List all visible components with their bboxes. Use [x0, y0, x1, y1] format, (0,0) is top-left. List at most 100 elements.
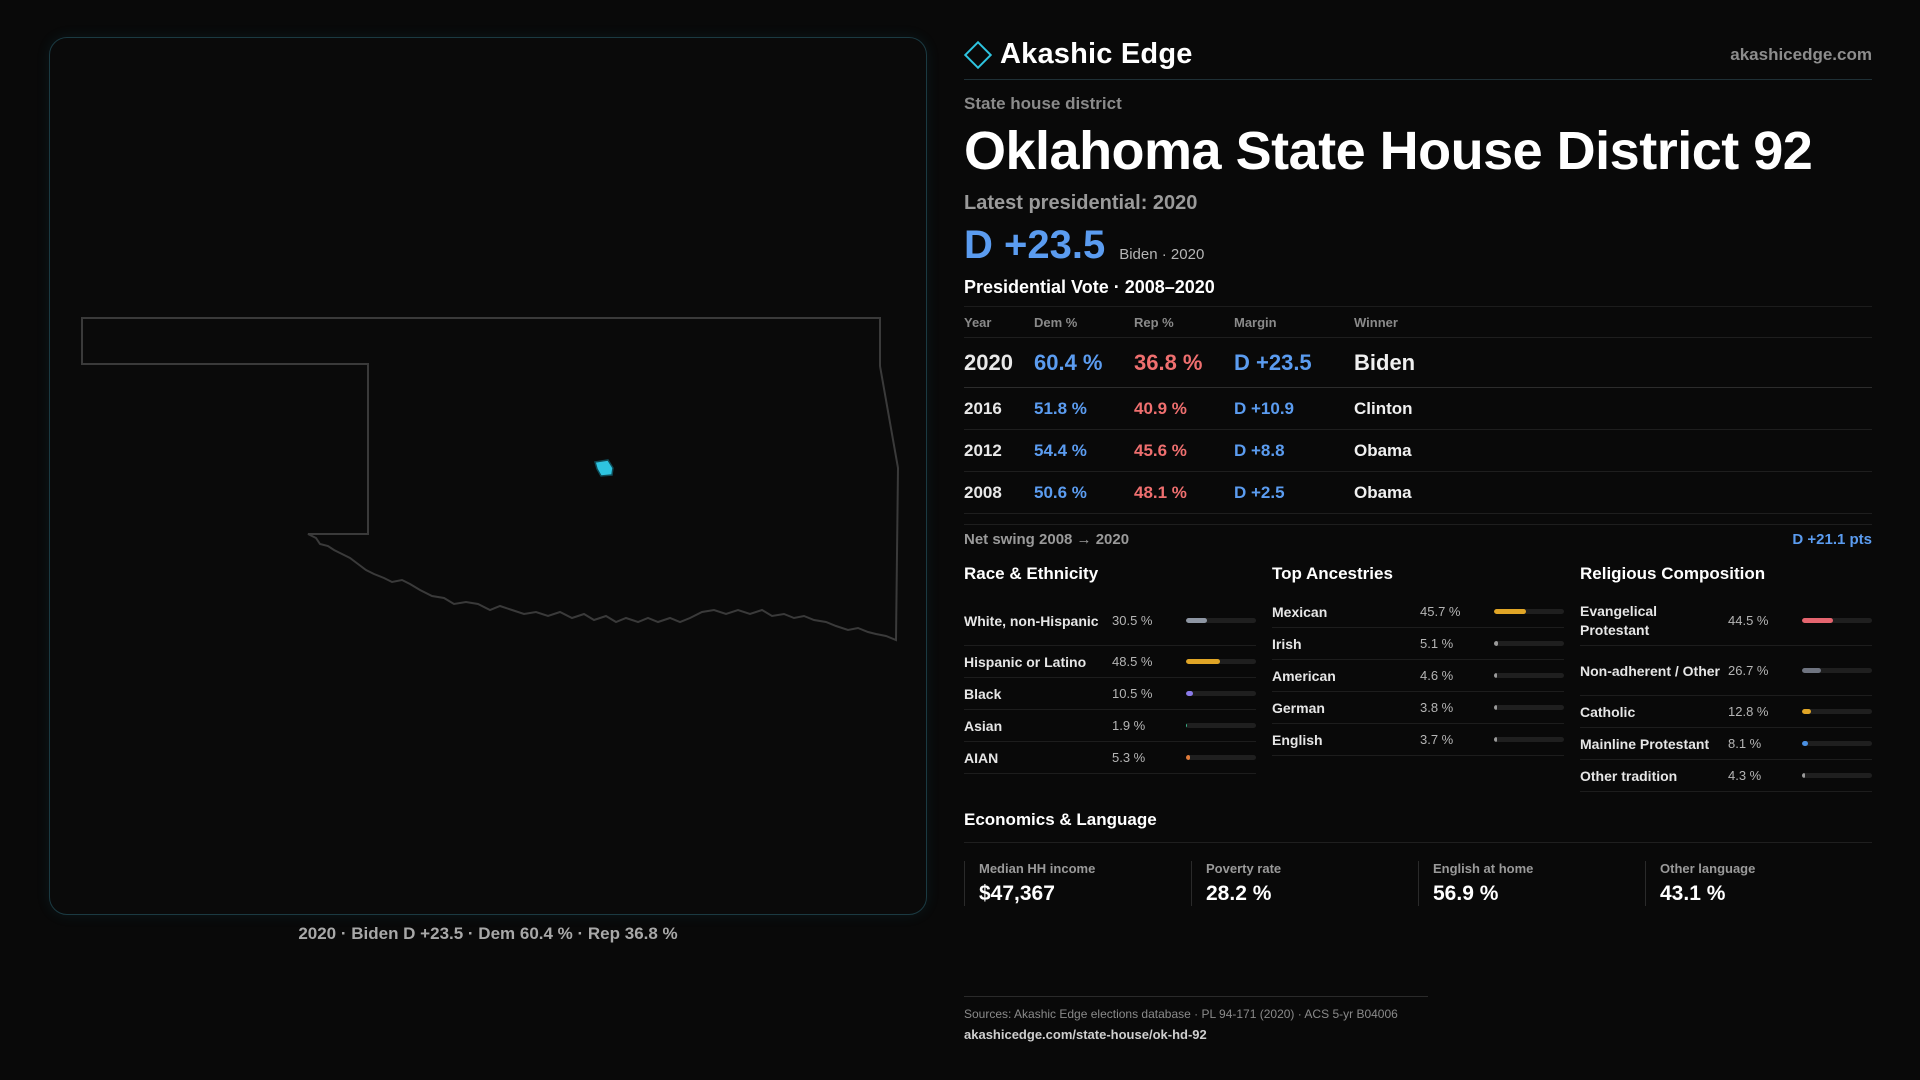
item-value: 1.9 %	[1112, 718, 1146, 734]
info-panel: Akashic Edge akashicedge.com State house…	[963, 30, 1872, 907]
diamond-logo-icon	[963, 40, 993, 69]
item-bar-fill	[1802, 709, 1811, 715]
stat-label: Poverty rate	[1206, 861, 1282, 877]
stat-english-at-home: English at home 56.9 %	[1418, 861, 1645, 907]
dem-cell: 54.4 %	[1034, 440, 1087, 460]
map-caption: 2020 · Biden D +23.5 · Dem 60.4 % · Rep …	[298, 924, 678, 943]
list-item: AIAN 5.3 %	[964, 742, 1256, 775]
item-label: Mexican	[1272, 603, 1328, 620]
stat-value: 28.2 %	[1206, 882, 1272, 906]
stat-poverty-rate: Poverty rate 28.2 %	[1191, 861, 1418, 907]
item-bar	[1186, 691, 1256, 697]
list-item: Hispanic or Latino 48.5 %	[964, 646, 1256, 679]
list-item: German 3.8 %	[1272, 692, 1564, 725]
item-label: Black	[964, 685, 1002, 702]
list-item: Irish 5.1 %	[1272, 628, 1564, 661]
item-label: American	[1272, 667, 1336, 684]
stat-median-income: Median HH income $47,367	[964, 861, 1191, 907]
item-label: English	[1272, 731, 1323, 748]
rep-cell: 36.8 %	[1134, 349, 1203, 375]
item-label: White, non-Hispanic	[964, 612, 1099, 629]
stat-value: 43.1 %	[1660, 882, 1726, 906]
item-value: 4.3 %	[1728, 768, 1762, 784]
rep-cell: 48.1 %	[1134, 482, 1187, 502]
item-value: 48.5 %	[1112, 654, 1153, 670]
results-title: Presidential Vote · 2008–2020	[964, 277, 1215, 298]
year-cell: 2012	[964, 440, 1002, 460]
item-bar	[1802, 709, 1872, 715]
item-bar	[1802, 618, 1872, 624]
religion-column: Religious Composition Evangelical Protes…	[1580, 564, 1872, 793]
margin-cell: D +8.8	[1234, 440, 1285, 460]
stat-label: Other language	[1660, 861, 1756, 877]
margin-subtitle: Biden · 2020	[1119, 246, 1205, 264]
rep-cell: 45.6 %	[1134, 440, 1187, 460]
item-bar-fill	[1494, 673, 1498, 679]
winner-cell: Clinton	[1354, 398, 1413, 418]
page-url-link[interactable]: akashicedge.com/state-house/ok-hd-92	[964, 1027, 1207, 1042]
item-label: Mainline Protestant	[1580, 735, 1710, 752]
dem-cell: 60.4 %	[1034, 349, 1103, 375]
item-bar-fill	[1494, 609, 1526, 615]
item-bar-fill	[1802, 741, 1808, 747]
item-value: 5.1 %	[1420, 636, 1454, 652]
col-winner-header: Winner	[1354, 314, 1398, 330]
state-outline	[81, 317, 900, 642]
list-item: Catholic 12.8 %	[1580, 696, 1872, 729]
ancestries-title: Top Ancestries	[1272, 564, 1393, 584]
item-value: 26.7 %	[1728, 663, 1769, 679]
state-map[interactable]	[50, 38, 928, 916]
year-cell: 2020	[964, 349, 1013, 375]
list-item: Asian 1.9 %	[964, 710, 1256, 743]
brand-header: Akashic Edge akashicedge.com	[963, 30, 1872, 80]
sources-footer: Sources: Akashic Edge elections database…	[964, 996, 1428, 1042]
results-header-row: Year Dem % Rep % Margin Winner	[964, 307, 1872, 339]
item-bar-fill	[1186, 755, 1190, 761]
economics-stats: Median HH income $47,367 Poverty rate 28…	[964, 861, 1872, 907]
brand[interactable]: Akashic Edge	[963, 38, 1193, 71]
item-value: 30.5 %	[1112, 613, 1153, 629]
list-item: Mexican 45.7 %	[1272, 596, 1564, 629]
item-bar-fill	[1494, 737, 1497, 743]
item-bar	[1494, 609, 1564, 615]
col-dem-header: Dem %	[1034, 314, 1078, 330]
dem-cell: 50.6 %	[1034, 482, 1087, 502]
item-bar	[1186, 755, 1256, 761]
sources-text: Sources: Akashic Edge elections database…	[964, 1007, 1398, 1021]
net-swing-label: Net swing 2008 → 2020	[964, 531, 1130, 549]
table-row: 2016 51.8 % 40.9 % D +10.9 Clinton	[964, 388, 1872, 431]
winner-cell: Obama	[1354, 482, 1412, 502]
item-value: 4.6 %	[1420, 668, 1454, 684]
item-label: Asian	[964, 717, 1003, 734]
race-ethnicity-title: Race & Ethnicity	[964, 564, 1099, 584]
margin-value: D +23.5	[964, 223, 1106, 268]
stat-label: Median HH income	[979, 861, 1096, 877]
item-label: AIAN	[964, 749, 999, 766]
table-row: 2020 60.4 % 36.8 % D +23.5 Biden	[964, 338, 1872, 389]
ancestries-column: Top Ancestries Mexican 45.7 % Irish 5.1 …	[1272, 564, 1564, 792]
item-bar	[1802, 668, 1872, 674]
item-bar	[1186, 659, 1256, 665]
table-row: 2008 50.6 % 48.1 % D +2.5 Obama	[964, 472, 1872, 515]
col-margin-header: Margin	[1234, 314, 1277, 330]
item-bar-fill	[1186, 618, 1208, 624]
item-bar-fill	[1186, 723, 1188, 729]
brand-name[interactable]: Akashic Edge	[1000, 38, 1193, 70]
rep-cell: 40.9 %	[1134, 398, 1187, 418]
item-value: 3.8 %	[1420, 700, 1454, 716]
item-bar-fill	[1494, 641, 1498, 647]
stat-other-language: Other language 43.1 %	[1645, 861, 1872, 907]
item-label: Irish	[1272, 635, 1302, 652]
item-label: Other tradition	[1580, 767, 1678, 784]
race-ethnicity-column: Race & Ethnicity White, non-Hispanic 30.…	[964, 564, 1256, 792]
item-bar-fill	[1802, 773, 1805, 779]
site-link[interactable]: akashicedge.com	[1730, 44, 1872, 64]
item-bar-fill	[1186, 659, 1220, 665]
list-item: White, non-Hispanic 30.5 %	[964, 596, 1256, 647]
margin-cell: D +2.5	[1234, 482, 1285, 502]
district-92-shape[interactable]	[594, 459, 614, 477]
map-panel[interactable]	[49, 37, 927, 915]
margin-cell: D +23.5	[1234, 349, 1312, 375]
item-bar-fill	[1802, 668, 1821, 674]
table-row: 2012 54.4 % 45.6 % D +8.8 Obama	[964, 430, 1872, 473]
